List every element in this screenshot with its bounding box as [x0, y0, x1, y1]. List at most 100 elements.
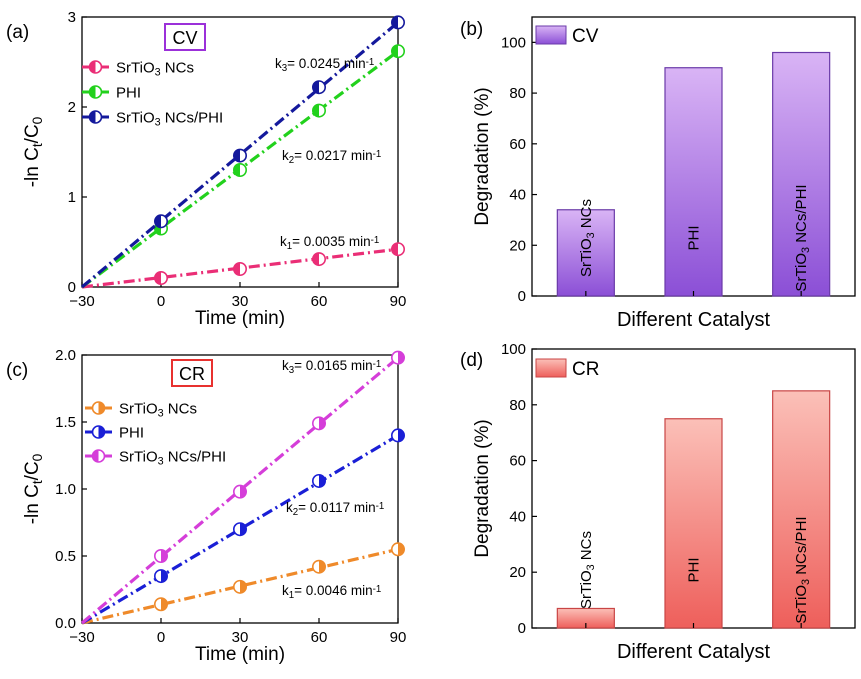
bar: [556, 209, 615, 297]
marker-fill: [240, 580, 247, 594]
panel-label: (c): [6, 360, 28, 381]
marker-fill: [391, 243, 398, 256]
y-tick-label: 40: [509, 508, 526, 525]
legend-marker: [88, 60, 103, 74]
bar-label: PHI: [686, 225, 703, 250]
x-tick-label: 60: [311, 293, 328, 310]
y-tick-label: 0: [68, 279, 76, 296]
bar-chart-cv: 0 20 40 60 80 100 Degradation (%) Different Cat…: [460, 16, 856, 331]
data-point: [390, 242, 405, 257]
panel-label: (b): [460, 19, 483, 40]
bar-3: SrTiO3 NCs/PHI: [772, 390, 831, 629]
data-point: [311, 252, 326, 267]
series-3: k3= 0.0165 min-1: [80, 350, 405, 625]
rate-label: k2= 0.0217 min-1: [282, 148, 381, 166]
y-axis-label: Degradation (%): [472, 419, 493, 557]
data-point: [390, 428, 405, 443]
bar-1: SrTiO3 NCs: [556, 531, 615, 629]
legend: SrTiO3 NCs PHI SrTiO3 NCs/PHI: [85, 401, 226, 467]
legend-label: SrTiO3 NCs: [119, 401, 197, 420]
marker-fill: [154, 271, 161, 285]
bar-label: SrTiO3 NCs: [578, 531, 597, 609]
marker-fill: [161, 549, 168, 563]
legend-marker: [91, 401, 106, 415]
y-tick-label: 100: [501, 34, 526, 51]
data-point: [233, 579, 248, 594]
data-point: [233, 163, 248, 178]
data-point: [311, 473, 326, 488]
marker-fill: [233, 262, 240, 276]
x-tick-label: 90: [390, 293, 407, 310]
legend-label: SrTiO3 NCs: [116, 60, 194, 79]
y-tick-label: 2.0: [55, 347, 76, 364]
data-point: [311, 559, 326, 574]
x-tick-label: 0: [157, 293, 165, 310]
x-tick-label: 0: [157, 629, 165, 646]
legend-marker: [91, 425, 106, 439]
marker-fill: [398, 429, 405, 442]
line-chart-cr: −30 0 30 60 90 0.0 0.5 1.0 1.5 2.0 Time (min) -ln C…: [6, 347, 406, 665]
bar-label: SrTiO3 NCs/PHI: [793, 516, 812, 623]
y-tick-label: 100: [501, 341, 526, 358]
bar: [664, 67, 723, 297]
series-1: k1= 0.0035 min-1: [81, 234, 405, 289]
y-tick-label: 0: [518, 620, 526, 637]
bar-3: SrTiO3 NCs/PHI: [772, 51, 831, 297]
dye-box: [171, 359, 213, 387]
legend: SrTiO3 NCs PHI SrTiO3 NCs/PHI: [82, 60, 223, 129]
y-tick-label: 0.0: [55, 615, 76, 632]
fit-line: [80, 356, 400, 625]
x-tick-label: 90: [390, 629, 407, 646]
legend-label: CV: [572, 26, 599, 47]
y-tick-label: 20: [509, 237, 526, 254]
x-tick-label: 60: [311, 629, 328, 646]
legend-label: SrTiO3 NCs/PHI: [116, 110, 223, 129]
data-point: [154, 597, 169, 612]
y-tick-label: 20: [509, 564, 526, 581]
marker-fill: [98, 426, 105, 438]
bar: [772, 51, 831, 297]
marker-fill: [89, 111, 96, 123]
marker-fill: [319, 560, 326, 573]
data-point: [311, 103, 326, 118]
legend-swatch: [535, 358, 567, 378]
marker-fill: [312, 252, 319, 266]
series-3: k3= 0.0245 min-1: [80, 15, 405, 289]
y-axis-label: -ln Ct/C0: [22, 453, 45, 524]
fit-line: [80, 21, 400, 289]
marker-fill: [391, 45, 398, 58]
marker-fill: [92, 450, 99, 462]
marker-fill: [89, 86, 96, 98]
marker-fill: [398, 351, 405, 364]
bar: [664, 418, 723, 629]
legend-label: PHI: [119, 425, 144, 442]
marker-fill: [240, 523, 247, 536]
rate-label: k1= 0.0035 min-1: [280, 234, 379, 252]
marker-fill: [312, 104, 319, 117]
marker-fill: [98, 402, 105, 414]
data-point: [390, 350, 405, 365]
rate-label: k1= 0.0046 min-1: [282, 583, 381, 601]
bar-label: SrTiO3 NCs/PHI: [793, 184, 812, 291]
y-tick-label: 3: [68, 9, 76, 26]
marker-fill: [312, 81, 319, 94]
rate-label: k3= 0.0245 min-1: [275, 56, 374, 74]
x-tick-label: 30: [232, 293, 249, 310]
data-point: [311, 80, 326, 95]
data-point: [154, 548, 169, 563]
y-tick-label: 60: [509, 136, 526, 153]
x-axis-label: Time (min): [195, 644, 285, 665]
data-point: [390, 44, 405, 59]
legend-label: CR: [572, 359, 599, 380]
rate-label: k3= 0.0165 min-1: [282, 358, 381, 376]
x-axis-label: Different Catalyst: [617, 309, 770, 331]
panel-label: (a): [6, 22, 29, 43]
data-point: [154, 569, 169, 584]
data-point: [154, 270, 169, 285]
bar: [772, 390, 831, 629]
bar-label: SrTiO3 NCs: [578, 199, 597, 277]
data-point: [233, 484, 248, 499]
y-tick-label: 0.5: [55, 548, 76, 565]
data-point: [233, 522, 248, 537]
legend: CR: [535, 358, 599, 380]
